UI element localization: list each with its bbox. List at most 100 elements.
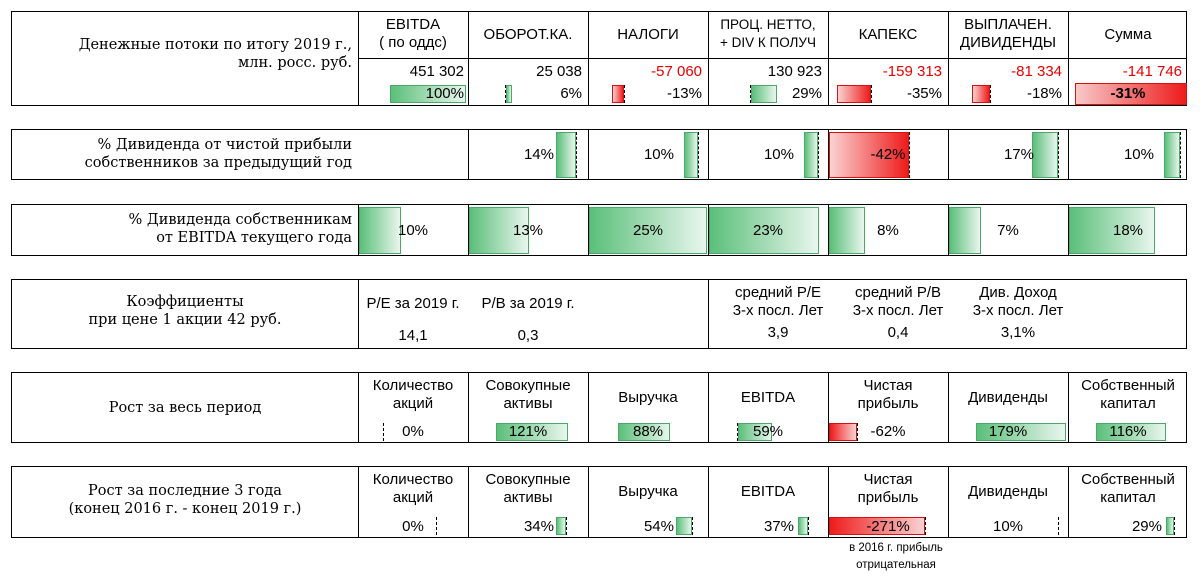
div-profit-pct-sum: 10% (1123, 146, 1154, 163)
cashflow-label: Денежные потоки по итогу 2019 г., млн. р… (12, 36, 352, 72)
growth-all-bar-net-profit (829, 423, 857, 441)
cashflow-header-dividends: ВЫПЛАЧЕН. ДИВИДЕНДЫ (959, 16, 1057, 51)
div-ebitda-bar-working-capital (469, 207, 529, 254)
div-ebitda-bar-interest (709, 207, 819, 254)
div-profit-bar-dividends (1032, 132, 1058, 178)
growth-3y-pct-revenue: 54% (643, 518, 674, 535)
ratio-avg-pe-value: 3,9 (767, 324, 789, 341)
ratio-pb-2019-label: P/B за 2019 г. (481, 295, 575, 312)
div-profit-label: % Дивиденда от чистой прибыли собственни… (84, 137, 352, 171)
ratio-avg-pe: средний P/E 3-х посл. Лет 3,9 (708, 284, 848, 342)
growth-3y-bar-assets (556, 517, 566, 535)
cashflow-value-taxes: -57 060 (651, 63, 702, 80)
cashflow-bar-taxes (612, 85, 624, 103)
cashflow-pct-capex: -35% (906, 85, 942, 102)
growth-3y-pct-shares: 0% (402, 518, 424, 535)
ratio-pb-2019: P/B за 2019 г. 0,3 (468, 295, 588, 345)
growth-all-pct-dividends: 179% (988, 423, 1028, 440)
div-ebitda-bar-taxes (589, 207, 707, 254)
cashflow-value-dividends: -81 334 (1011, 63, 1062, 80)
cashflow-header-taxes: НАЛОГИ (617, 26, 679, 43)
cashflow-bar-ebitda (390, 85, 466, 103)
div-profit-bar-interest (804, 132, 818, 178)
growth-all-pct-equity: 116% (1109, 423, 1147, 440)
growth-all-header-dividends: Дивиденды (968, 389, 1048, 406)
div-profit-bar-capex (829, 132, 909, 178)
cashflow-value-capex: -159 313 (882, 63, 942, 80)
cashflow-value-sum: -141 746 (1122, 63, 1182, 80)
growth-3y-bar-net-profit (829, 517, 925, 535)
div-ebitda-pct-dividends: 7% (997, 222, 1019, 239)
div-ebitda-pct-ebitda: 10% (397, 222, 429, 239)
growth-3y-bar-revenue (676, 517, 692, 535)
div-profit-bar-sum (1164, 132, 1180, 178)
cashflow-value-ebitda: 451 302 (409, 63, 464, 80)
ratios-table: Коэффициенты при цене 1 акции 42 руб. P/… (11, 279, 1187, 349)
ratio-avg-pb: средний P/B 3-х посл. Лет 0,4 (828, 284, 968, 342)
div-ebitda-pct-taxes: 25% (632, 222, 664, 239)
growth-all-pct-net-profit: -62% (870, 423, 906, 440)
growth-all-bar-equity (1096, 423, 1166, 441)
cashflow-bar-working-capital (506, 85, 512, 103)
div-profit-table: % Дивиденда от чистой прибыли собственни… (11, 129, 1187, 180)
growth-all-header-net-profit: Чистая прибыль (857, 377, 919, 412)
cashflow-bar-dividends (972, 85, 990, 103)
growth-3y-header-equity: Собственный капитал (1081, 471, 1175, 506)
growth-3y-pct-dividends: 10% (992, 518, 1024, 535)
growth-all-bar-revenue (618, 423, 670, 441)
div-profit-bar-taxes (684, 132, 698, 178)
cashflow-header-working-capital: ОБОРОТ.КА. (483, 26, 573, 43)
cashflow-pct-sum: -31% (1110, 85, 1146, 102)
div-ebitda-pct-capex: 8% (877, 222, 899, 239)
div-profit-pct-working-capital: 14% (523, 146, 554, 163)
growth-all-header-revenue: Выручка (618, 389, 678, 406)
cashflow-bar-capex (837, 85, 871, 103)
div-ebitda-pct-interest: 23% (752, 222, 784, 239)
cashflow-bar-sum (1075, 83, 1187, 105)
growth-3y-header-shares: Количество акций (372, 471, 454, 506)
ratio-div-yield-value: 3,1% (1000, 324, 1036, 341)
cashflow-header-interest: ПРОЦ. НЕТТО, + DIV К ПОЛУЧ (720, 17, 816, 50)
growth-all-header-shares: Количество акций (372, 377, 454, 412)
div-profit-pct-interest: 10% (763, 146, 794, 163)
cashflow-value-interest: 130 923 (767, 63, 822, 80)
cashflow-bar-interest (751, 85, 777, 103)
growth-3y-pct-ebitda: 37% (763, 518, 794, 535)
ratio-avg-pb-value: 0,4 (887, 324, 909, 341)
growth-3y-label: Рост за последние 3 года (конец 2016 г. … (68, 483, 302, 517)
growth-3y-header-dividends: Дивиденды (968, 483, 1048, 500)
cashflow-pct-working-capital: 6% (560, 85, 582, 102)
growth-all-header-equity: Собственный капитал (1081, 377, 1175, 412)
growth-3y-bar-equity (1166, 517, 1174, 535)
cashflow-pct-interest: 29% (791, 85, 822, 102)
cashflow-label-line1: Денежные потоки по итогу 2019 г., (78, 37, 352, 53)
net-profit-footnote: в 2016 г. прибыль отрицательная (849, 542, 943, 571)
growth-3y-header-assets: Совокупные активы (485, 471, 571, 506)
ratio-pe-2019-label: P/E за 2019 г. (366, 295, 460, 312)
growth-3y-pct-net-profit: -271% (866, 518, 910, 535)
growth-3y-header-ebitda: EBITDA (740, 483, 796, 500)
growth-3y-table: Рост за последние 3 года (конец 2016 г. … (11, 466, 1187, 538)
growth-all-label: Рост за весь период (108, 400, 262, 416)
cashflow-pct-dividends: -18% (1026, 85, 1062, 102)
growth-all-bar-dividends (976, 423, 1066, 441)
cashflow-header-capex: КАПЕКС (858, 26, 918, 43)
cashflow-header-ebitda: EBITDA ( по оддс) (379, 16, 447, 51)
ratio-pb-2019-value: 0,3 (517, 327, 539, 344)
growth-all-pct-shares: 0% (402, 423, 424, 440)
ratios-label: Коэффициенты при цене 1 акции 42 руб. (88, 294, 282, 328)
cashflow-pct-ebitda: 100% (425, 85, 464, 102)
growth-all-pct-revenue: 88% (632, 423, 664, 440)
div-ebitda-label: % Дивиденда собственникам от EBITDA теку… (128, 212, 352, 246)
growth-all-bar-ebitda (738, 423, 772, 441)
growth-3y-pct-assets: 34% (523, 518, 554, 535)
div-ebitda-pct-working-capital: 13% (512, 222, 544, 239)
div-ebitda-bar-dividends (949, 207, 981, 254)
growth-all-table: Рост за весь период Количество акций Сов… (11, 372, 1187, 443)
cashflow-pct-taxes: -13% (666, 85, 702, 102)
div-profit-pct-capex: -42% (870, 146, 906, 163)
div-ebitda-bar-sum (1069, 207, 1155, 254)
growth-3y-bar-ebitda (798, 517, 808, 535)
cashflow-table: Денежные потоки по итогу 2019 г., млн. р… (11, 11, 1187, 106)
ratio-div-yield: Див. Доход 3-х посл. Лет 3,1% (948, 284, 1088, 342)
